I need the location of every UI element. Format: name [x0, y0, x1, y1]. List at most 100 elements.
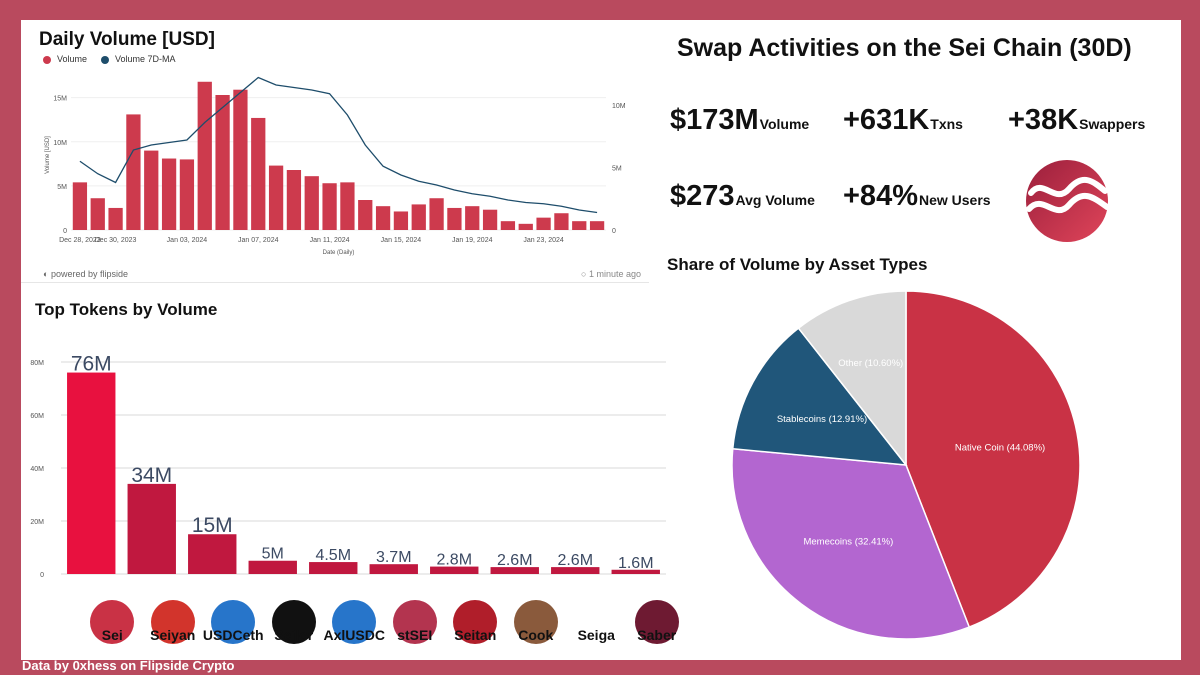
volume-bar	[304, 176, 319, 230]
y-tick-label: 5M	[57, 184, 67, 191]
x-tick-label: Jan 11, 2024	[310, 237, 350, 244]
y2-tick-label: 10M	[612, 103, 626, 110]
volume-bar	[286, 170, 302, 230]
volume-bar	[482, 209, 498, 230]
token-value-label: 1.6M	[618, 555, 654, 572]
dashboard-canvas: Daily Volume [USD] Volume Volume 7D-MA 0…	[21, 20, 1181, 660]
footer-credit: Data by 0xhess on Flipside Crypto	[22, 658, 235, 673]
volume-bar	[215, 95, 230, 230]
stat-swappers-value: +38K	[1008, 104, 1079, 136]
stat-volume-value: $173M	[670, 104, 759, 136]
x-tick-label: Jan 07, 2024	[238, 237, 279, 244]
token-bar	[490, 567, 539, 574]
share-pie-chart: Native Coin (44.08%) Memecoins (32.41%) St…	[731, 290, 1081, 640]
stat-volume-label: Volume	[759, 116, 810, 132]
token-bar	[188, 534, 237, 574]
legend-volume: Volume	[43, 54, 87, 64]
sei-logo-icon	[1026, 160, 1109, 242]
stat-new-users: +84% New Users	[843, 180, 991, 213]
daily-volume-legend: Volume Volume 7D-MA	[43, 54, 176, 64]
token-icon-saber	[634, 600, 679, 644]
x-tick-label: Dec 30, 2023	[95, 237, 137, 244]
token-value-label: 2.6M	[497, 552, 533, 569]
volume-bar	[447, 207, 462, 230]
volume-bar	[233, 89, 248, 231]
token-label: Seitan	[454, 627, 497, 643]
token-value-label: 4.5M	[315, 547, 351, 564]
y-tick-label: 15M	[53, 96, 67, 103]
stat-avg-volume: $273 Avg Volume	[670, 180, 815, 213]
token-bar	[551, 567, 600, 574]
token-bar	[127, 483, 176, 574]
powered-by[interactable]: ◐ powered by flipside	[43, 269, 128, 279]
token-label: Sei	[101, 627, 123, 643]
token-icon-stsei	[392, 600, 437, 644]
token-icon-axlusdc	[332, 600, 377, 644]
token-bar	[248, 560, 297, 574]
token-label: Seiga	[577, 627, 615, 643]
volume-bar	[268, 165, 284, 230]
stat-swappers-label: Swappers	[1079, 116, 1146, 132]
stat-avg-volume-value: $273	[670, 180, 735, 212]
token-value-label: 2.8M	[436, 552, 472, 569]
stat-volume: $173M Volume	[670, 104, 809, 137]
x-axis-label: Date (Daily)	[323, 250, 355, 256]
legend-volume-label: Volume	[57, 54, 88, 64]
volume-bar	[429, 198, 444, 230]
volume-bar	[340, 182, 355, 230]
volume-bar	[393, 211, 409, 230]
volume-bar	[554, 213, 569, 230]
token-icon-seiga	[574, 600, 619, 644]
swap-title: Swap Activities on the Sei Chain (30D)	[677, 34, 1132, 62]
y2-tick-label: 0	[612, 228, 616, 235]
y-tick-label: 0	[63, 228, 67, 235]
volume-bar	[161, 158, 177, 230]
x-tick-label: Jan 15, 2024	[381, 237, 422, 244]
token-value-label: 76M	[71, 353, 112, 376]
volume-bar	[322, 183, 337, 230]
token-bar	[67, 372, 116, 574]
y-tick-label: 40M	[30, 466, 44, 473]
pie-slice	[905, 290, 1081, 629]
token-icon-seitan	[453, 600, 498, 644]
x-tick-label: Jan 03, 2024	[167, 237, 208, 244]
token-icon-seiyan	[150, 600, 195, 644]
token-icon-cook	[513, 600, 558, 644]
volume-bar	[518, 223, 533, 230]
token-bar	[430, 566, 479, 574]
volume-bar	[72, 182, 88, 230]
top-tokens-title: Top Tokens by Volume	[35, 300, 218, 319]
token-label: AxlUSDC	[323, 627, 385, 643]
x-tick-label: Jan 19, 2024	[452, 237, 493, 244]
top-tokens-chart: 0 20M 40M 60M 80M 76M 34M 15M 5M 4.5M 3.7M 2.8M 2.6M…	[30, 353, 666, 579]
y2-tick-label: 5M	[612, 166, 622, 173]
y-tick-label: 10M	[53, 140, 67, 147]
volume-bar	[90, 198, 105, 230]
token-bar	[309, 562, 358, 574]
volume-bar	[589, 221, 605, 230]
volume-bar	[108, 207, 123, 230]
clock-icon: ○	[581, 269, 589, 279]
y-axis-label: Volume [USD]	[45, 136, 51, 174]
y-tick-label: 0	[40, 572, 44, 579]
stat-swappers: +38K Swappers	[1008, 104, 1145, 137]
pie-slice	[731, 447, 971, 640]
pie-slice-label: Memecoins (32.41%)	[803, 536, 893, 547]
powered-by-label: powered by flipside	[50, 269, 128, 279]
volume-bar	[179, 159, 195, 230]
legend-ma-label: Volume 7D-MA	[115, 54, 176, 64]
token-label: USDCeth	[202, 627, 264, 643]
token-icon-seilor	[271, 600, 316, 644]
token-value-label: 15M	[192, 514, 233, 537]
pie-slice-label: Other (10.60%)	[838, 358, 903, 369]
stat-avg-volume-label: Avg Volume	[735, 192, 815, 208]
token-label: Saber	[637, 627, 677, 643]
volume-bar	[126, 114, 141, 230]
stat-txns-label: Txns	[930, 116, 963, 132]
token-bar	[369, 564, 418, 574]
updated-time-label: 1 minute ago	[588, 269, 641, 279]
pie-slice-label: Native Coin (44.08%)	[955, 442, 1045, 453]
volume-bar	[411, 204, 426, 230]
legend-ma-dot	[101, 55, 110, 64]
